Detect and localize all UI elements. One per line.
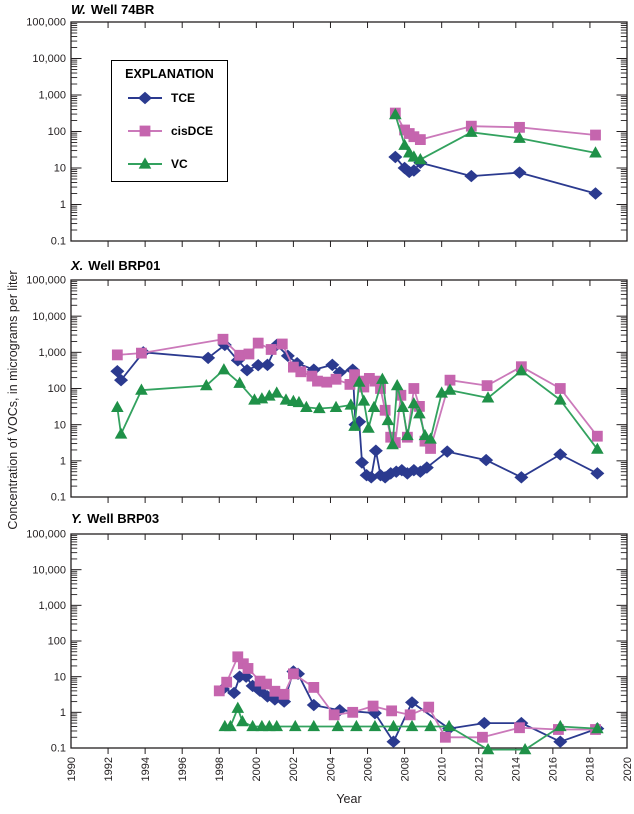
series-tce (110, 338, 605, 484)
panel-title-well-brp01: X. Well BRP01 (71, 258, 160, 273)
svg-text:10: 10 (54, 163, 66, 175)
svg-text:2004: 2004 (325, 757, 337, 781)
panel-w: 0.1 1 10 100 1,000 10,000 100,000 (26, 17, 628, 248)
legend-label-cisdce: cisDCE (171, 123, 214, 138)
svg-text:1,000: 1,000 (38, 347, 66, 359)
panel-title-text-x: Well BRP01 (88, 258, 161, 273)
legend-box: EXPLANATION TCE cisDCE VC (111, 60, 228, 182)
svg-text:1: 1 (60, 199, 66, 211)
panel-x: 0.1 1 10 100 1,000 10,000 100,000 (26, 275, 628, 504)
svg-text:2006: 2006 (362, 757, 374, 781)
svg-text:2018: 2018 (585, 757, 597, 781)
svg-text:1998: 1998 (214, 757, 226, 781)
svg-text:10: 10 (54, 671, 66, 683)
series-vc (218, 701, 604, 755)
panel-title-well-74br: W. Well 74BR (71, 2, 154, 17)
panel-letter-w: W. (71, 2, 86, 17)
svg-text:1,000: 1,000 (38, 90, 66, 102)
tce-diamond-marker-icon (128, 91, 162, 104)
svg-text:100,000: 100,000 (26, 17, 66, 29)
legend-item-vc: VC (126, 153, 227, 174)
svg-text:2016: 2016 (548, 757, 560, 781)
svg-text:2020: 2020 (622, 757, 634, 781)
series-cisdce (389, 107, 601, 145)
svg-text:1994: 1994 (140, 757, 152, 781)
svg-text:2008: 2008 (399, 757, 411, 781)
svg-text:100: 100 (48, 636, 66, 648)
svg-text:1996: 1996 (177, 757, 189, 781)
series-vc (389, 108, 602, 165)
svg-text:1: 1 (60, 707, 66, 719)
svg-text:1990: 1990 (66, 757, 78, 781)
svg-text:0.1: 0.1 (51, 743, 66, 755)
svg-text:10,000: 10,000 (32, 53, 66, 65)
svg-text:100,000: 100,000 (26, 275, 66, 287)
svg-text:10: 10 (54, 419, 66, 431)
svg-text:2002: 2002 (288, 757, 300, 781)
panel-letter-x: X. (71, 258, 84, 273)
svg-text:100: 100 (48, 383, 66, 395)
svg-text:10,000: 10,000 (32, 564, 66, 576)
panel-title-well-brp03: Y. Well BRP03 (71, 511, 159, 526)
svg-text:1,000: 1,000 (38, 600, 66, 612)
svg-text:2010: 2010 (436, 757, 448, 781)
svg-text:2000: 2000 (251, 757, 263, 781)
x-axis-label: Year (336, 792, 362, 806)
vc-triangle-marker-icon (128, 156, 162, 169)
svg-text:10,000: 10,000 (32, 311, 66, 323)
panel-letter-y: Y. (71, 511, 83, 526)
svg-text:0.1: 0.1 (51, 236, 66, 248)
svg-text:0.1: 0.1 (51, 492, 66, 504)
legend-item-cisdce: cisDCE (126, 120, 227, 141)
legend-label-tce: TCE (171, 90, 195, 105)
legend-label-vc: VC (171, 156, 188, 171)
panel-y: 0.1 1 10 100 1,000 10,000 100,000 1990 1992 1994 1… (26, 529, 634, 782)
panel-title-text-w: Well 74BR (90, 2, 155, 17)
legend-title: EXPLANATION (125, 67, 214, 81)
legend-item-tce: TCE (126, 87, 227, 108)
cisdce-square-marker-icon (128, 125, 162, 136)
svg-text:1: 1 (60, 455, 66, 467)
svg-text:2014: 2014 (511, 757, 523, 781)
svg-text:100,000: 100,000 (26, 529, 66, 541)
y-axis-label: Concentration of VOCs, in micrograms per… (6, 270, 20, 530)
svg-text:100: 100 (48, 126, 66, 138)
series-vc (111, 363, 604, 454)
svg-text:1992: 1992 (103, 757, 115, 781)
panel-title-text-y: Well BRP03 (87, 511, 160, 526)
svg-text:2012: 2012 (474, 757, 486, 781)
